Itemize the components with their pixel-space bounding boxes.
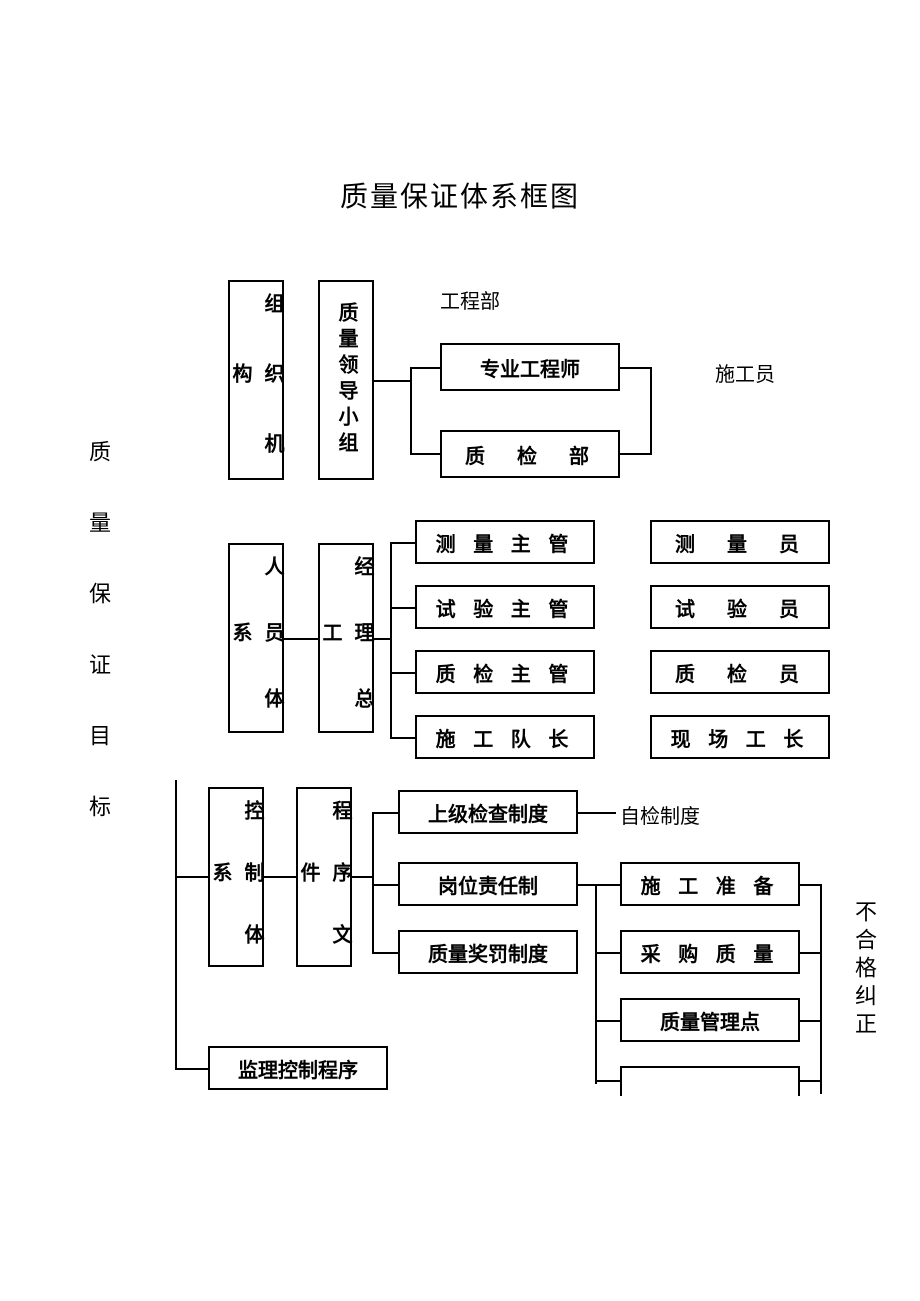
left-vertical-label: 质 量 保 证 目 标	[82, 440, 114, 840]
box-procurement-quality-label: 采 购 质 量	[641, 938, 780, 967]
connector	[390, 542, 415, 544]
connector	[410, 367, 440, 369]
connector	[374, 380, 410, 382]
box-site-foreman-label: 现 场 工 长	[671, 723, 810, 752]
connector	[390, 737, 415, 739]
box-quality-leader-group-label: 质量领导小组	[330, 302, 362, 458]
box-superior-inspection-label: 上级检查制度	[428, 798, 548, 827]
box-organization: 组 织 机 构	[228, 280, 284, 480]
connector	[800, 1020, 822, 1022]
box-quality-control-point-label: 质量管理点	[660, 1006, 760, 1035]
connector	[800, 884, 822, 886]
box-test-supervisor: 试 验 主 管	[415, 585, 595, 629]
box-professional-engineer-label: 专业工程师	[480, 353, 580, 382]
box-personnel-system-label: 人 员 体 系	[224, 553, 288, 723]
box-control-system: 控 制 体 系	[208, 787, 264, 967]
box-quality-reward-punish: 质量奖罚制度	[398, 930, 578, 974]
right-vertical-label: 不合格纠正	[848, 900, 880, 1120]
box-construction-prep-label: 施 工 准 备	[641, 870, 780, 899]
box-partial-bottom	[620, 1066, 800, 1096]
connector	[372, 884, 398, 886]
connector	[372, 812, 374, 954]
box-procedure-document-label: 程 序 文 件	[292, 797, 356, 957]
box-surveyor: 测 量 员	[650, 520, 830, 564]
box-site-foreman: 现 场 工 长	[650, 715, 830, 759]
box-quality-control-point: 质量管理点	[620, 998, 800, 1042]
connector	[595, 1020, 620, 1022]
connector	[410, 453, 440, 455]
box-manager-engineer: 经 理 总 工	[318, 543, 374, 733]
box-professional-engineer: 专业工程师	[440, 343, 620, 391]
box-post-responsibility-label: 岗位责任制	[438, 870, 538, 899]
connector	[578, 812, 616, 814]
connector	[578, 884, 620, 886]
box-construction-captain-label: 施 工 队 长	[436, 723, 575, 752]
connector	[284, 638, 318, 640]
connector	[390, 607, 415, 609]
connector	[800, 952, 822, 954]
diagram-page: 质量保证体系框图 质 量 保 证 目 标 不合格纠正 组 织 机 构 质量领导小…	[0, 0, 920, 1301]
box-quality-reward-punish-label: 质量奖罚制度	[428, 938, 548, 967]
box-superior-inspection: 上级检查制度	[398, 790, 578, 834]
box-survey-supervisor: 测 量 主 管	[415, 520, 595, 564]
connector	[390, 672, 415, 674]
box-test-supervisor-label: 试 验 主 管	[436, 593, 575, 622]
connector	[372, 812, 398, 814]
box-surveyor-label: 测 量 员	[675, 528, 805, 557]
box-qc-inspector: 质 检 员	[650, 650, 830, 694]
box-procedure-document: 程 序 文 件	[296, 787, 352, 967]
connector	[264, 876, 296, 878]
connector	[820, 884, 822, 1094]
box-control-system-label: 控 制 体 系	[204, 797, 268, 957]
box-post-responsibility: 岗位责任制	[398, 862, 578, 906]
box-qc-inspector-label: 质 检 员	[675, 658, 805, 687]
box-organization-label: 组 织 机 构	[224, 290, 288, 470]
connector	[620, 367, 650, 369]
connector	[352, 876, 372, 878]
label-self-inspection: 自检制度	[620, 800, 700, 829]
connector	[374, 638, 390, 640]
connector	[175, 1068, 208, 1070]
connector	[595, 952, 620, 954]
connector	[410, 367, 412, 455]
label-engineering-dept: 工程部	[440, 285, 500, 314]
connector	[620, 453, 650, 455]
connector	[175, 876, 208, 878]
box-personnel-system: 人 员 体 系	[228, 543, 284, 733]
box-qc-department-label: 质 检 部	[465, 440, 595, 469]
connector	[595, 1080, 620, 1082]
box-manager-engineer-label: 经 理 总 工	[314, 553, 378, 723]
page-title: 质量保证体系框图	[0, 175, 920, 215]
connector	[372, 952, 398, 954]
box-tester-label: 试 验 员	[675, 593, 805, 622]
box-quality-leader-group: 质量领导小组	[318, 280, 374, 480]
box-qc-department: 质 检 部	[440, 430, 620, 478]
connector	[390, 542, 392, 738]
connector	[175, 780, 177, 1070]
box-survey-supervisor-label: 测 量 主 管	[436, 528, 575, 557]
box-construction-captain: 施 工 队 长	[415, 715, 595, 759]
box-qc-supervisor-label: 质 检 主 管	[436, 658, 575, 687]
connector	[800, 1080, 822, 1082]
label-constructor: 施工员	[715, 358, 775, 387]
box-supervision-procedure-label: 监理控制程序	[238, 1054, 358, 1083]
box-supervision-procedure: 监理控制程序	[208, 1046, 388, 1090]
box-procurement-quality: 采 购 质 量	[620, 930, 800, 974]
box-construction-prep: 施 工 准 备	[620, 862, 800, 906]
box-qc-supervisor: 质 检 主 管	[415, 650, 595, 694]
connector	[650, 367, 652, 455]
connector	[595, 884, 597, 1084]
box-tester: 试 验 员	[650, 585, 830, 629]
